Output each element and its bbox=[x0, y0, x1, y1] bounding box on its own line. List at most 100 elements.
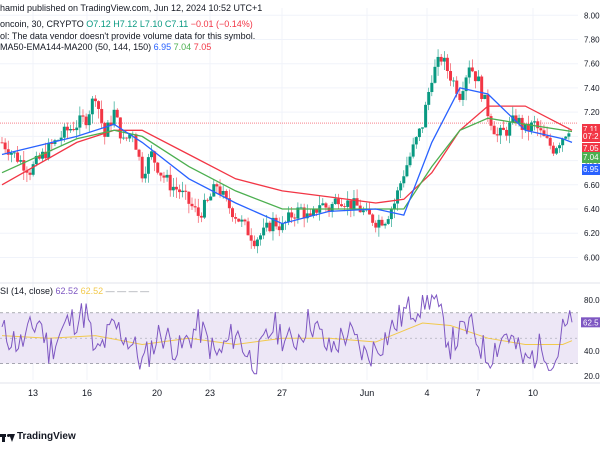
candle-body bbox=[290, 212, 294, 218]
ohlc-change: −0.01 (−0.14%) bbox=[190, 19, 253, 29]
candle-body bbox=[121, 137, 125, 139]
candle-body bbox=[115, 109, 119, 118]
candle-body bbox=[564, 136, 568, 139]
candle-body bbox=[274, 217, 278, 227]
candle-body bbox=[542, 130, 546, 137]
price-tick-label: 7.60 bbox=[584, 60, 600, 69]
candle-body bbox=[411, 144, 415, 157]
candle-body bbox=[87, 114, 91, 126]
candle-body bbox=[340, 204, 344, 207]
candle-body bbox=[336, 198, 340, 205]
candle-body bbox=[9, 153, 13, 155]
candle-body bbox=[405, 165, 409, 177]
candle-body bbox=[321, 203, 325, 206]
candle-body bbox=[65, 126, 69, 131]
ma50-line bbox=[1, 87, 573, 225]
candle-body bbox=[69, 129, 73, 131]
candle-body bbox=[277, 226, 281, 231]
candle-body bbox=[464, 77, 468, 92]
rsi-dashes: — — — — bbox=[105, 286, 150, 296]
ma200-value: 7.05 bbox=[193, 42, 212, 52]
candle-body bbox=[505, 129, 509, 136]
candle-body bbox=[97, 101, 101, 109]
candle-body bbox=[526, 123, 530, 131]
candle-body bbox=[209, 196, 213, 201]
rsi-value: 62.52 bbox=[55, 286, 79, 296]
candle-body bbox=[199, 215, 203, 218]
candle-body bbox=[178, 189, 182, 193]
ema144-value: 7.04 bbox=[173, 42, 192, 52]
candle-body bbox=[439, 56, 443, 62]
candle-body bbox=[37, 155, 41, 159]
candle-body bbox=[47, 142, 51, 159]
time-tick-label: 13 bbox=[28, 388, 38, 398]
candle-body bbox=[50, 142, 54, 144]
price-label-pill: 07:2 bbox=[582, 131, 600, 142]
candle-body bbox=[252, 240, 256, 247]
price-tick-label: 7.40 bbox=[584, 84, 600, 93]
candle-body bbox=[477, 76, 481, 82]
candle-body bbox=[224, 190, 228, 199]
candle-body bbox=[374, 222, 378, 228]
candle-body bbox=[368, 208, 372, 215]
candle-body bbox=[501, 127, 505, 130]
candle-body bbox=[243, 219, 247, 222]
candle-body bbox=[12, 152, 16, 154]
candle-body bbox=[106, 122, 110, 137]
tradingview-logo-icon bbox=[0, 432, 15, 442]
candle-body bbox=[495, 134, 499, 136]
candle-body bbox=[498, 127, 502, 136]
candle-body bbox=[150, 151, 154, 158]
candle-body bbox=[34, 155, 38, 165]
candle-body bbox=[62, 126, 66, 138]
candle-body bbox=[206, 199, 210, 201]
candle-body bbox=[196, 207, 200, 216]
candle-body bbox=[168, 174, 172, 191]
candle-body bbox=[308, 213, 312, 216]
candle-body bbox=[389, 209, 393, 220]
footer-brand[interactable]: TradingView bbox=[0, 431, 76, 442]
candle-body bbox=[558, 145, 562, 149]
candle-body bbox=[181, 190, 185, 193]
candle-body bbox=[514, 115, 518, 123]
price-tick-label: 8.00 bbox=[584, 11, 600, 20]
candle-body bbox=[349, 200, 353, 210]
price-tick-label: 7.80 bbox=[584, 35, 600, 44]
candle-body bbox=[140, 156, 144, 179]
legend-ma[interactable]: MA50-EMA144-MA200 (50, 144, 150) 6.95 7.… bbox=[0, 42, 211, 53]
time-tick-label: 4 bbox=[424, 388, 429, 398]
candle-body bbox=[215, 184, 219, 187]
candle-body bbox=[430, 82, 434, 93]
time-tick-label: 7 bbox=[475, 388, 480, 398]
candle-body bbox=[271, 217, 275, 232]
candle-body bbox=[212, 184, 216, 197]
candle-body bbox=[533, 121, 537, 123]
candle-body bbox=[237, 218, 241, 222]
candle-body bbox=[72, 129, 76, 131]
candle-body bbox=[246, 221, 250, 236]
candle-body bbox=[548, 137, 552, 146]
candle-body bbox=[327, 207, 331, 212]
candle-body bbox=[380, 219, 384, 226]
candle-body bbox=[184, 190, 188, 192]
candle-body bbox=[187, 191, 191, 204]
candle-body bbox=[202, 199, 206, 218]
candle-body bbox=[530, 122, 534, 131]
legend-rsi[interactable]: SI (14, close) 62.52 62.52 — — — — bbox=[0, 286, 149, 297]
candle-body bbox=[193, 206, 197, 208]
candle-body bbox=[377, 219, 381, 228]
legend-symbol[interactable]: oncoin, 30, CRYPTO O7.12 H7.12 L7.10 C7.… bbox=[0, 19, 253, 30]
candle-body bbox=[40, 151, 44, 159]
candle-body bbox=[489, 116, 493, 126]
candle-body bbox=[22, 160, 26, 171]
time-tick-label: Jun bbox=[360, 388, 375, 398]
price-tick-label: 7.20 bbox=[584, 108, 600, 117]
legend-volume[interactable]: ol: The data vendor doesn't provide volu… bbox=[0, 31, 255, 42]
candle-body bbox=[420, 127, 424, 129]
brand-name: TradingView bbox=[17, 431, 76, 442]
published-text: hamid published on TradingView.com, Jun … bbox=[0, 3, 263, 13]
candle-body bbox=[436, 56, 440, 67]
candle-body bbox=[305, 213, 309, 219]
candle-body bbox=[386, 219, 390, 224]
